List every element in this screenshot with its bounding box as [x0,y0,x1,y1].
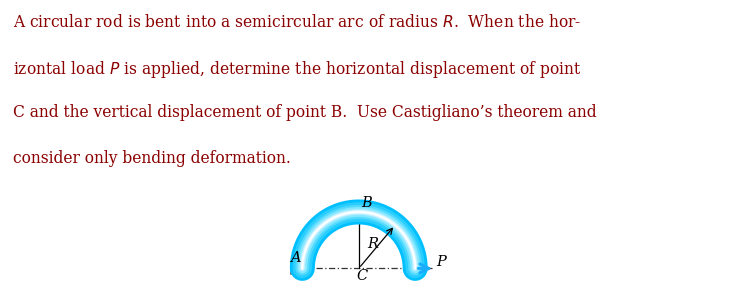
Bar [300,263,301,274]
Text: A: A [290,251,301,265]
Text: izontal load $P$ is applied, determine the horizontal displacement of point: izontal load $P$ is applied, determine t… [13,59,582,80]
Bar [289,263,290,274]
Bar [296,263,297,274]
Bar [299,263,300,274]
Text: R: R [367,237,378,251]
Bar [290,263,292,274]
Bar [297,263,298,274]
Bar [295,263,296,274]
Bar [301,263,302,274]
Bar [289,263,302,274]
Text: C: C [357,269,368,283]
Bar [294,263,295,274]
Text: B: B [361,196,372,210]
Bar [292,263,294,274]
Bar [298,263,299,274]
Text: consider only bending deformation.: consider only bending deformation. [13,149,291,167]
Text: A circular rod is bent into a semicircular arc of radius $R$.  When the hor-: A circular rod is bent into a semicircul… [13,14,582,31]
Text: C and the vertical displacement of point B.  Use Castigliano’s theorem and: C and the vertical displacement of point… [13,104,597,121]
Text: P: P [436,255,446,269]
